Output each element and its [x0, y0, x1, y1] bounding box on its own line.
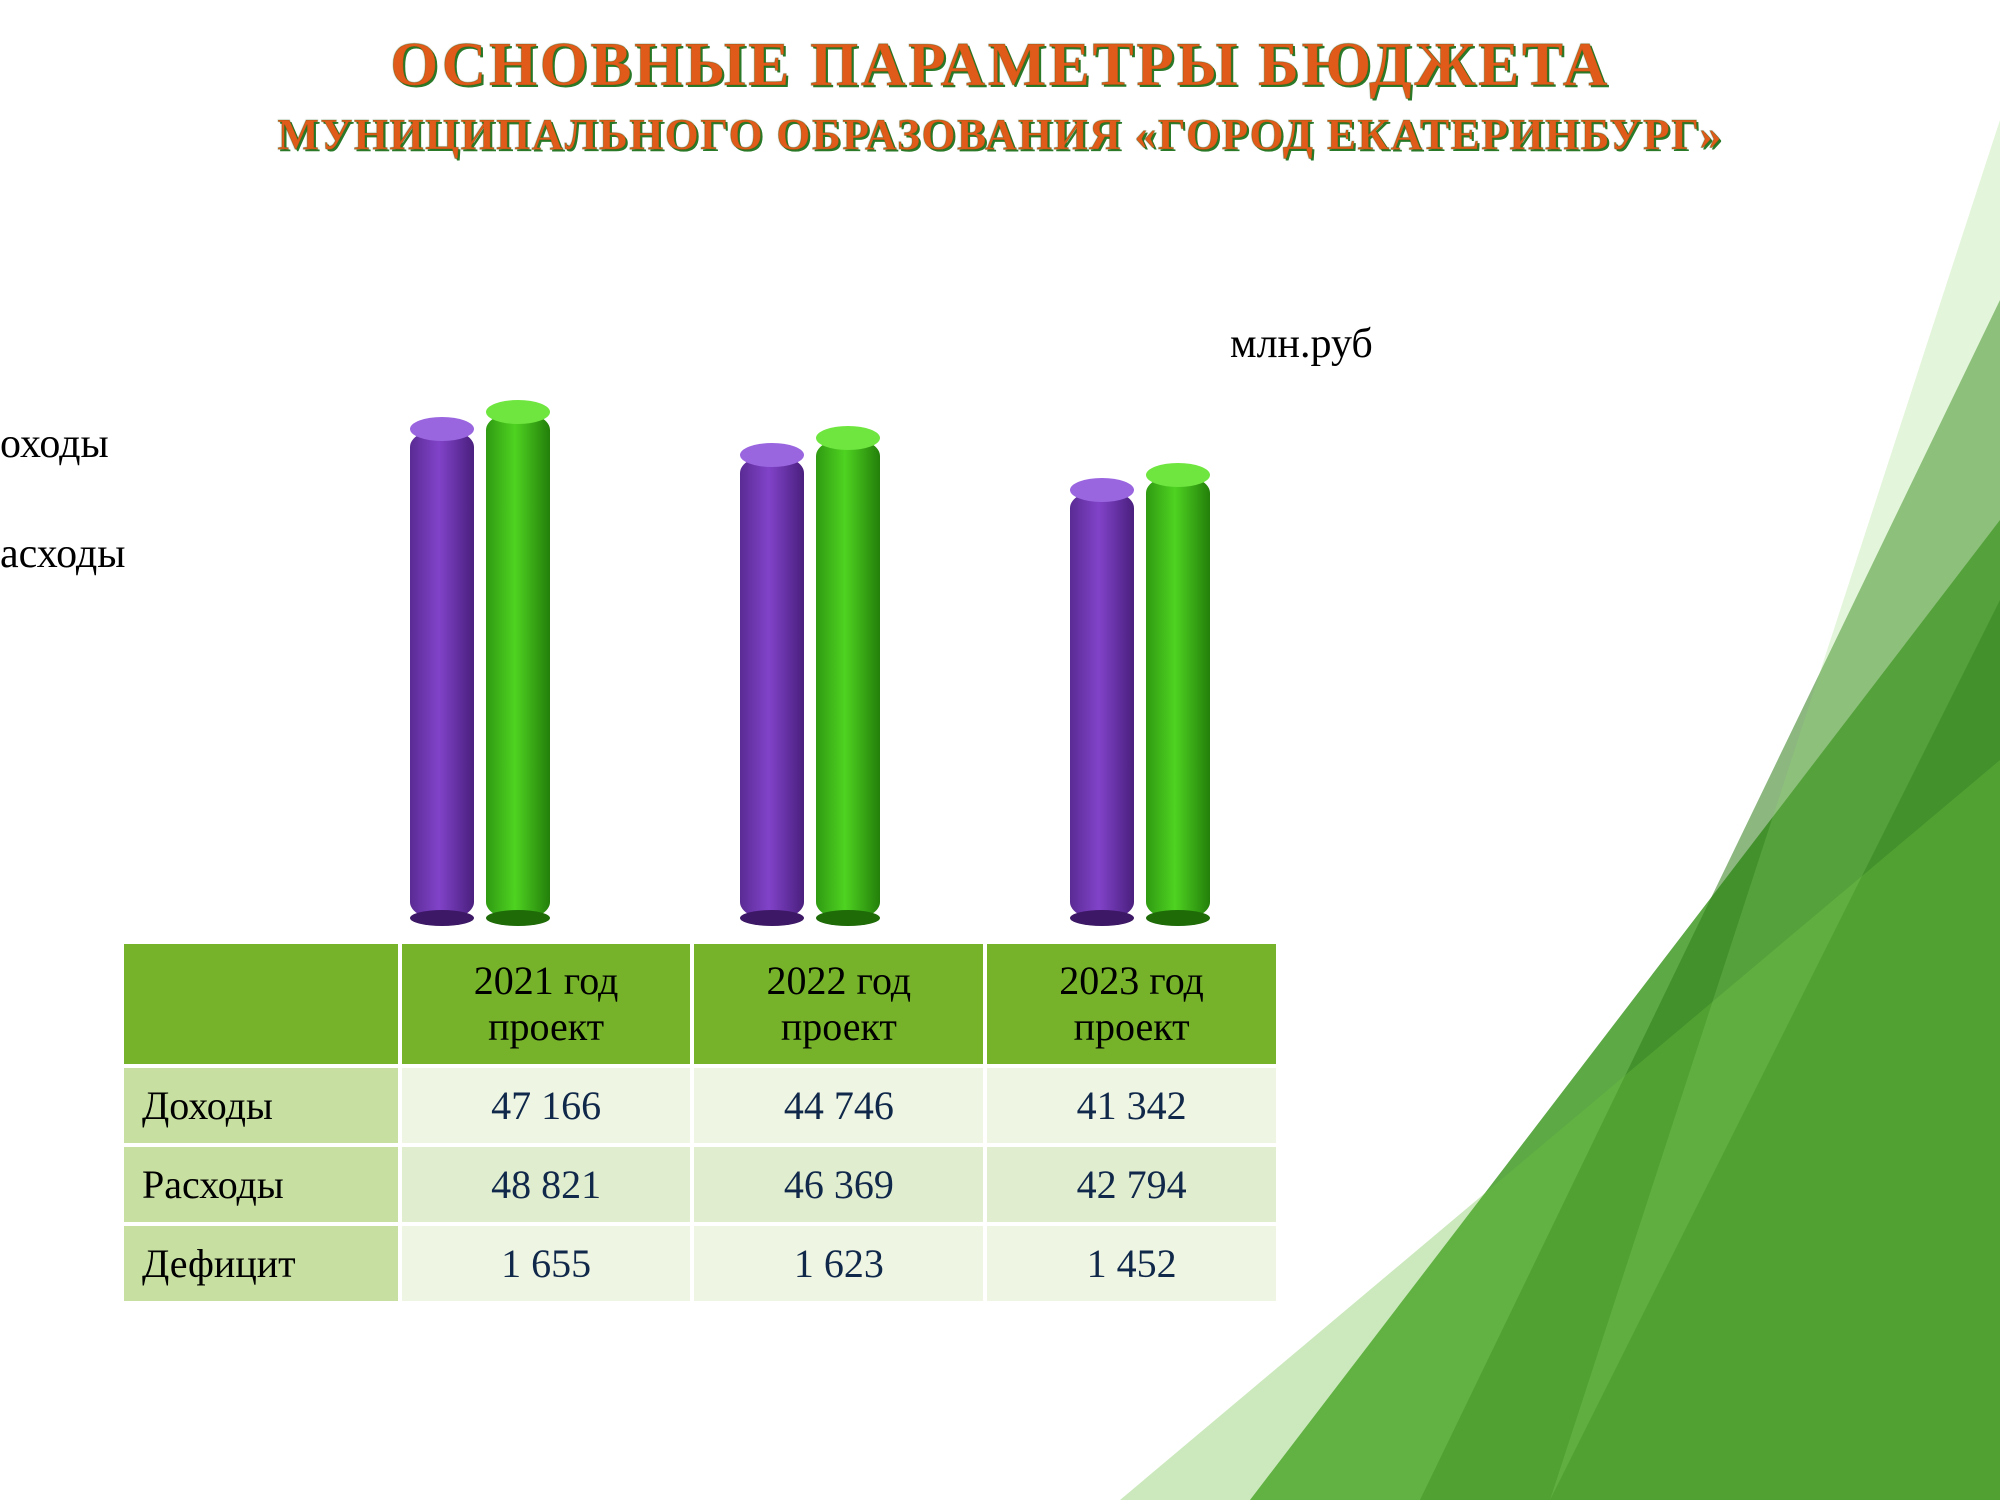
income-bar [740, 455, 804, 920]
budget-table: 2021 годпроект2022 годпроект2023 годпрое… [120, 940, 1280, 1305]
table-row-label: Дефицит [122, 1224, 400, 1303]
table-cell: 41 342 [985, 1066, 1278, 1145]
expense-bar [486, 412, 550, 920]
table-row: Дефицит1 6551 6231 452 [122, 1224, 1278, 1303]
table-cell: 1 623 [692, 1224, 985, 1303]
table-cell: 46 369 [692, 1145, 985, 1224]
table-cell: 44 746 [692, 1066, 985, 1145]
table-cell: 42 794 [985, 1145, 1278, 1224]
legend-item: асходы [0, 530, 126, 578]
title-line-1: ОСНОВНЫЕ ПАРАМЕТРЫ БЮДЖЕТА [0, 30, 2000, 101]
budget-bar-chart [340, 400, 1340, 920]
table-cell: 1 655 [400, 1224, 693, 1303]
table-row-label: Расходы [122, 1145, 400, 1224]
table-col-header: 2023 годпроект [985, 942, 1278, 1066]
unit-label: млн.руб [1230, 320, 1373, 368]
table-col-header: 2021 годпроект [400, 942, 693, 1066]
income-bar [410, 429, 474, 920]
slide-title: ОСНОВНЫЕ ПАРАМЕТРЫ БЮДЖЕТА МУНИЦИПАЛЬНОГ… [0, 30, 2000, 160]
title-line-2: МУНИЦИПАЛЬНОГО ОБРАЗОВАНИЯ «ГОРОД ЕКАТЕР… [0, 109, 2000, 160]
table-corner [122, 942, 400, 1066]
income-bar [1070, 490, 1134, 920]
table-cell: 1 452 [985, 1224, 1278, 1303]
table-col-header: 2022 годпроект [692, 942, 985, 1066]
expense-bar [816, 438, 880, 920]
table-row: Расходы48 82146 36942 794 [122, 1145, 1278, 1224]
table-row: Доходы47 16644 74641 342 [122, 1066, 1278, 1145]
expense-bar [1146, 475, 1210, 920]
table-row-label: Доходы [122, 1066, 400, 1145]
table-cell: 47 166 [400, 1066, 693, 1145]
table-cell: 48 821 [400, 1145, 693, 1224]
legend-item: оходы [0, 420, 109, 468]
